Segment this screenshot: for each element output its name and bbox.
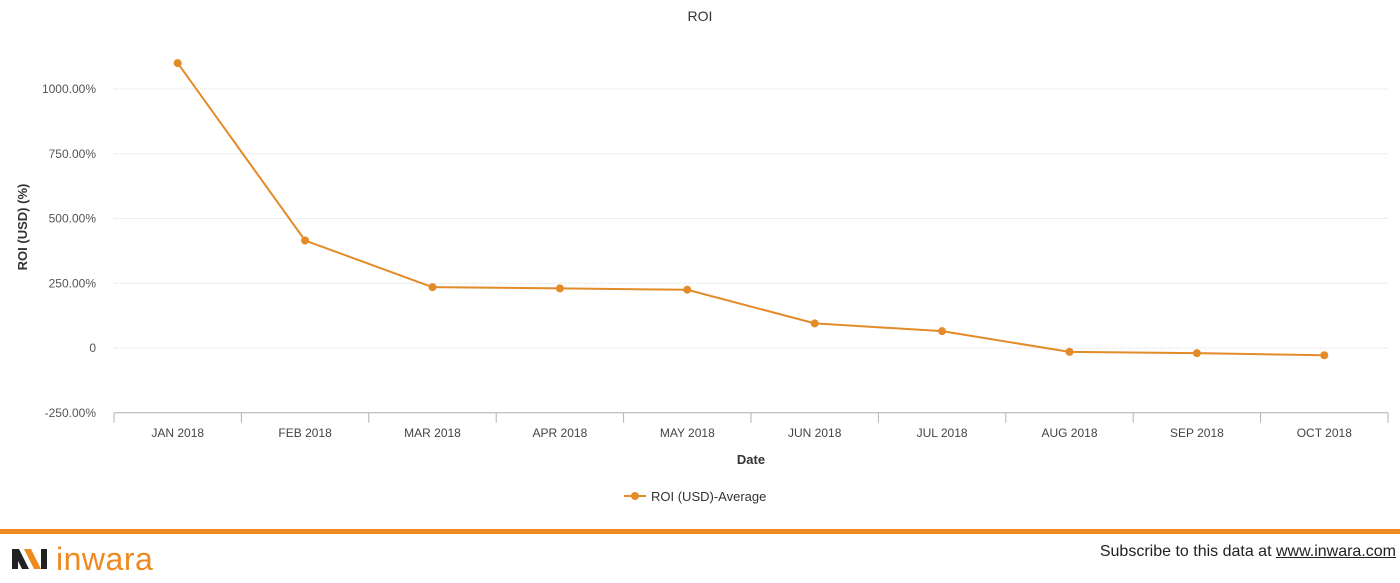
data-point[interactable] — [173, 59, 182, 68]
chart-title: ROI — [688, 8, 713, 24]
subscribe-notice: Subscribe to this data at www.inwara.com — [1100, 543, 1396, 561]
y-tick-label: 750.00% — [49, 147, 97, 161]
series-line — [176, 62, 1325, 357]
gridlines — [114, 88, 1388, 349]
x-tick-label: JUL 2018 — [917, 426, 968, 440]
legend-marker — [631, 492, 639, 500]
inwara-logo-icon — [12, 549, 47, 569]
x-tick-label: OCT 2018 — [1297, 426, 1352, 440]
y-tick-label: -250.00% — [45, 406, 97, 420]
x-tick-label: AUG 2018 — [1041, 426, 1097, 440]
x-tick-label: FEB 2018 — [278, 426, 332, 440]
y-axis-ticks: -250.00% 0 250.00% 500.00% 750.00% 1000.00% — [42, 82, 96, 420]
x-tick-label: MAY 2018 — [660, 426, 715, 440]
subscribe-text: Subscribe to this data at — [1099, 543, 1276, 560]
x-tick-label: JAN 2018 — [151, 426, 204, 440]
data-point[interactable] — [1192, 349, 1201, 358]
data-point[interactable] — [555, 284, 564, 293]
y-axis-title: ROI (USD) (%) — [15, 184, 30, 271]
data-point[interactable] — [683, 285, 692, 294]
y-tick-label: 250.00% — [49, 276, 97, 290]
x-tick-label: APR 2018 — [533, 426, 588, 440]
y-tick-label: 1000.00% — [42, 82, 96, 96]
data-point[interactable] — [428, 283, 437, 292]
roi-line-chart: ROI -250.00% 0 250.00% 500.00% 750.00% 1000.0… — [15, 8, 1389, 504]
data-point[interactable] — [1065, 347, 1074, 356]
x-tick-label: SEP 2018 — [1170, 426, 1224, 440]
inwara-logo[interactable]: inwara — [10, 539, 153, 579]
x-tick-label: MAR 2018 — [404, 426, 461, 440]
data-point[interactable] — [301, 236, 310, 245]
footer-accent-bar — [0, 529, 1400, 534]
data-point[interactable] — [938, 327, 947, 336]
series-roi-average — [173, 59, 1329, 360]
inwara-logo-text: inwara — [56, 540, 154, 577]
x-axis: JAN 2018 FEB 2018 MAR 2018 APR 2018 MAY 2018… — [113, 412, 1389, 440]
data-point[interactable] — [1320, 351, 1329, 360]
y-tick-label: 500.00% — [49, 212, 97, 226]
y-tick-label: 0 — [89, 341, 96, 355]
x-tick-label: JUN 2018 — [788, 426, 842, 440]
legend[interactable]: ROI (USD)-Average — [624, 489, 766, 504]
subscribe-link[interactable]: www.inwara.com — [1275, 543, 1396, 560]
legend-label: ROI (USD)-Average — [651, 489, 766, 504]
data-point[interactable] — [810, 319, 819, 328]
x-axis-title: Date — [737, 452, 765, 467]
